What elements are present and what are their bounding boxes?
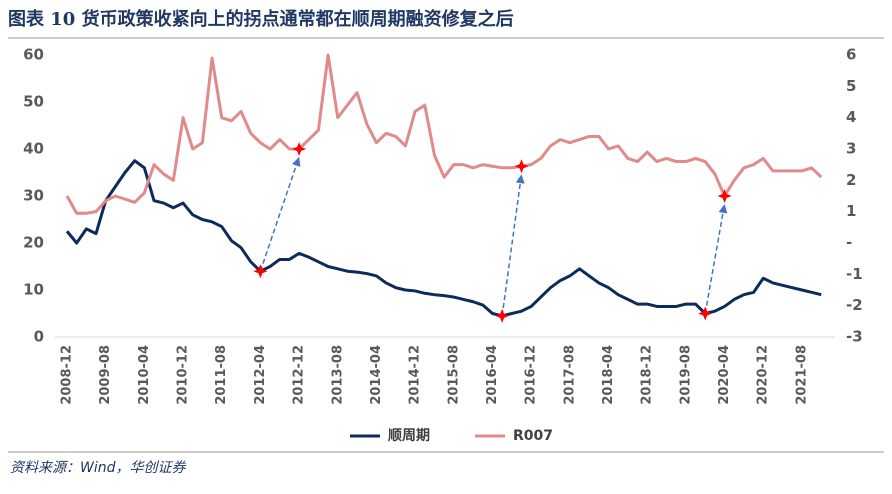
- y-tick-label: 20: [23, 234, 44, 252]
- turning-point: [717, 189, 732, 203]
- y-tick-label: 50: [23, 93, 44, 111]
- x-tick-label: 2020-12: [756, 345, 771, 405]
- x-tick-label: 2016-04: [485, 345, 500, 405]
- x-tick-label: 2013-08: [330, 345, 345, 405]
- y-tick-label: 10: [23, 281, 44, 299]
- y2-tick-label: -1: [846, 265, 863, 283]
- y2-tick-label: -3: [846, 328, 863, 346]
- legend-label: R007: [513, 428, 553, 444]
- x-tick-label: 2021-08: [794, 345, 809, 405]
- series-line: [65, 159, 822, 318]
- arrow: [704, 203, 728, 314]
- turning-point: [698, 306, 713, 321]
- y2-tick-label: 1: [846, 202, 856, 220]
- x-tick-label: 2015-08: [446, 345, 461, 405]
- x-tick-label: 2010-04: [137, 345, 152, 405]
- x-tick-label: 2016-12: [524, 345, 539, 405]
- source: 资料来源：Wind，华创证券: [10, 460, 186, 476]
- x-tick-label: 2014-12: [408, 345, 423, 405]
- x-tick-label: 2011-08: [214, 345, 229, 405]
- y-tick-label: 0: [34, 328, 44, 346]
- turning-point: [292, 142, 307, 156]
- x-tick-label: 2018-12: [640, 345, 655, 405]
- y-tick-label: 40: [23, 140, 44, 158]
- y2-tick-label: 3: [846, 140, 856, 158]
- x-tick-label: 2012-04: [253, 345, 268, 405]
- turning-point: [514, 159, 529, 174]
- turning-point: [495, 308, 510, 323]
- y-tick-label: 60: [23, 46, 44, 64]
- x-tick-label: 2018-04: [601, 345, 616, 405]
- y2-tick-label: 6: [846, 46, 856, 64]
- chart-title: 图表 10 货币政策收紧向上的拐点通常都在顺周期融资修复之后: [8, 8, 514, 30]
- x-tick-label: 2014-04: [369, 345, 384, 405]
- arrow: [501, 174, 525, 316]
- turning-point: [253, 264, 268, 279]
- x-tick-label: 2017-08: [562, 345, 577, 405]
- x-tick-label: 2010-12: [176, 345, 191, 405]
- x-tick-label: 2009-08: [98, 345, 113, 405]
- y-tick-label: 30: [23, 187, 44, 205]
- arrow: [259, 156, 301, 272]
- x-tick-label: 2012-12: [292, 345, 307, 405]
- x-tick-label: 2020-04: [717, 345, 732, 405]
- legend-label: 顺周期: [388, 428, 430, 444]
- y2-tick-label: -: [846, 234, 852, 252]
- series-line: [65, 53, 823, 215]
- y2-tick-label: 2: [846, 171, 856, 189]
- y2-tick-label: 5: [846, 77, 856, 95]
- x-tick-label: 2008-12: [60, 345, 75, 405]
- y2-tick-label: -2: [846, 296, 863, 314]
- y2-tick-label: 4: [846, 108, 856, 126]
- x-tick-label: 2019-08: [678, 345, 693, 405]
